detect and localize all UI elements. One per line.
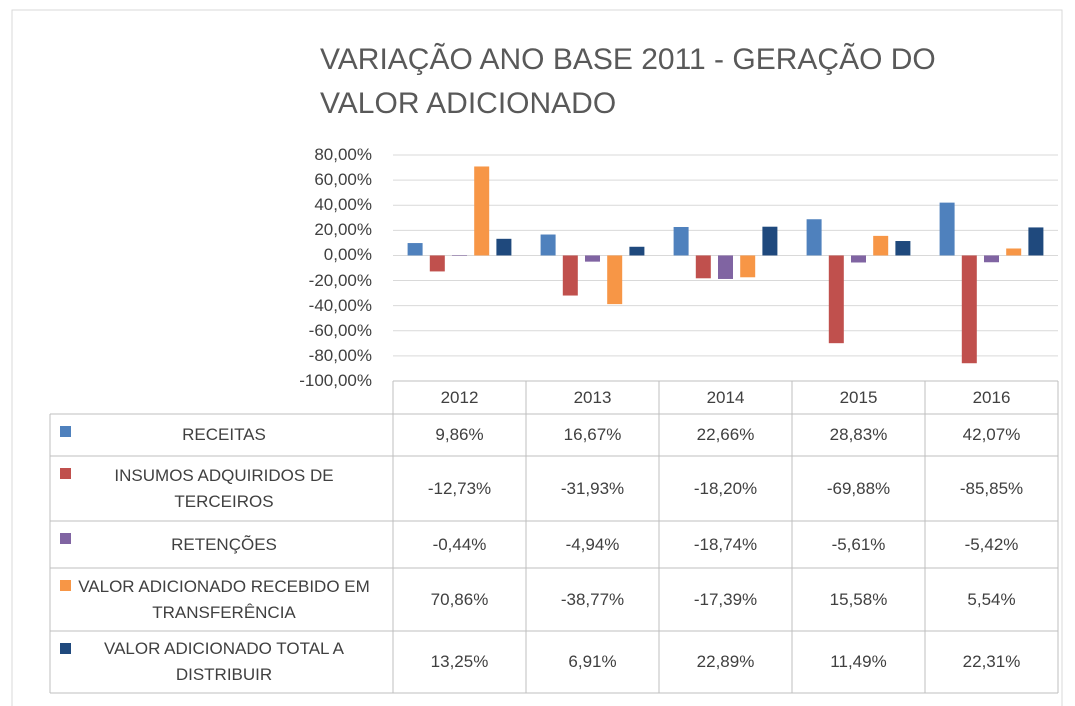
y-tick-label: 20,00%	[314, 220, 372, 240]
legend-label: RETENÇÕES	[171, 534, 277, 554]
value-label: 16,67%	[563, 425, 622, 444]
value-label: -5,42%	[964, 534, 1019, 554]
y-tick-label: -80,00%	[308, 345, 372, 365]
bar	[762, 226, 778, 256]
bar	[562, 255, 578, 296]
y-tick-label: 40,00%	[314, 195, 372, 215]
value-label: -31,93%	[560, 478, 625, 498]
bar	[961, 255, 977, 364]
value-label: 13,25%	[430, 652, 489, 671]
value-label: 9,86%	[435, 425, 484, 444]
y-tick-label: 0,00%	[323, 245, 372, 265]
bar	[695, 255, 711, 279]
legend-swatch	[60, 426, 71, 437]
legend-label: INSUMOS ADQUIRIDOS DE TERCEIROS	[114, 465, 334, 511]
bar	[828, 255, 844, 344]
bar	[496, 238, 512, 256]
bar	[851, 255, 866, 263]
bar	[474, 166, 490, 256]
bar	[1006, 248, 1022, 256]
value-label: -17,39%	[693, 589, 758, 609]
value-label: 42,07%	[962, 425, 1021, 444]
bar	[1028, 227, 1044, 256]
value-label: 22,31%	[962, 652, 1021, 671]
legend-swatch	[60, 468, 71, 479]
category-label: 2014	[706, 387, 745, 407]
legend-swatch	[60, 643, 71, 654]
bar	[540, 234, 556, 256]
y-tick-label: 60,00%	[314, 170, 372, 190]
value-label: 70,86%	[430, 589, 489, 609]
value-label: -4,94%	[565, 534, 620, 554]
bar	[585, 255, 600, 262]
legend-label: VALOR ADICIONADO TOTAL A DISTRIBUIR	[104, 639, 344, 684]
legend-swatch	[60, 580, 71, 591]
value-label: 11,49%	[830, 652, 887, 671]
value-label: 15,58%	[829, 589, 888, 609]
value-label: 22,89%	[696, 652, 755, 671]
bar	[407, 243, 423, 256]
value-label: -69,88%	[826, 478, 891, 498]
value-label: -12,73%	[427, 478, 492, 498]
y-tick-label: -20,00%	[308, 270, 372, 290]
value-label: 28,83%	[829, 425, 888, 444]
value-label: 5,54%	[967, 589, 1016, 609]
legend-label: VALOR ADICIONADO RECEBIDO EM TRANSFERÊNC…	[78, 576, 370, 622]
value-label: -18,74%	[693, 534, 758, 554]
legend-label: RECEITAS	[182, 425, 266, 444]
category-label: 2012	[440, 387, 479, 407]
bar	[740, 255, 756, 278]
y-tick-label: 80,00%	[314, 145, 372, 164]
value-label: -5,61%	[831, 534, 886, 554]
value-label: -38,77%	[560, 589, 625, 609]
bar	[895, 241, 911, 256]
value-label: 22,66%	[696, 425, 755, 444]
bar	[873, 235, 889, 256]
bar	[673, 226, 689, 256]
y-tick-label: -60,00%	[308, 320, 372, 340]
category-label: 2015	[839, 387, 878, 407]
bar	[452, 255, 467, 256]
bar	[939, 202, 955, 256]
value-label: -85,85%	[959, 478, 1024, 498]
bar	[429, 255, 445, 272]
legend-swatch	[60, 533, 71, 544]
value-label: -18,20%	[693, 478, 758, 498]
bar	[629, 246, 645, 256]
bar	[718, 255, 733, 279]
bar	[806, 219, 822, 256]
chart-title: VARIAÇÃO ANO BASE 2011 - GERAÇÃO DO VALO…	[320, 43, 936, 120]
y-tick-label: -100,00%	[299, 371, 372, 390]
value-label: -0,44%	[432, 534, 487, 554]
y-tick-label: -40,00%	[308, 295, 372, 315]
chart-border	[11, 9, 1063, 706]
bar	[984, 255, 999, 263]
category-label: 2013	[573, 387, 612, 407]
bar	[607, 255, 623, 305]
value-label: 6,91%	[568, 652, 617, 671]
category-label: 2016	[972, 387, 1011, 407]
